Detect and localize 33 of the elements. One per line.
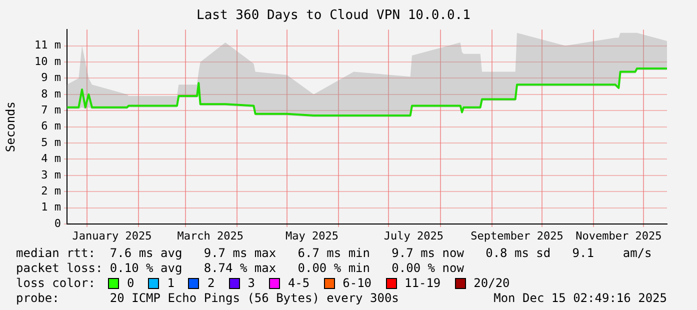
y-tick-label: 2 m bbox=[41, 184, 62, 198]
chart-title: Last 360 Days to Cloud VPN 10.0.0.1 bbox=[196, 8, 470, 24]
text: packet loss: 0.10 % avg 8.74 % max 0.00 % min 0.00 % now bbox=[15, 261, 465, 276]
y-tick-label: 10 m bbox=[34, 54, 62, 68]
x-tick-label: July 2025 bbox=[384, 229, 444, 242]
text: 0 bbox=[127, 276, 134, 291]
y-axis-title: Seconds bbox=[3, 102, 18, 152]
text: loss color: bbox=[16, 276, 96, 291]
y-tick-label: 5 m bbox=[41, 136, 62, 149]
text: 3 bbox=[248, 276, 255, 291]
y-tick-label: 9 m bbox=[41, 71, 62, 84]
text: 2 bbox=[207, 276, 215, 291]
text: 4-5 bbox=[288, 276, 310, 291]
x-tick-label: September 2025 bbox=[470, 229, 564, 242]
y-tick-label: 8 m bbox=[41, 87, 62, 100]
x-tick-label: March 2025 bbox=[177, 229, 244, 242]
text: 6-10 bbox=[342, 276, 372, 291]
x-tick-label: January 2025 bbox=[72, 229, 152, 242]
text: 20/20 bbox=[474, 276, 510, 291]
text: 1 bbox=[167, 276, 174, 291]
y-tick-label: 11 m bbox=[34, 38, 62, 52]
x-tick-label: May 2025 bbox=[286, 229, 338, 242]
y-tick-label: 3 m bbox=[41, 168, 62, 182]
text: probe: 20 ICMP Echo Pings (56 Bytes) every 300s bbox=[16, 291, 399, 306]
y-tick-label: 4 m bbox=[41, 152, 62, 166]
y-tick-label: 1 m bbox=[41, 200, 62, 214]
text: 11-19 bbox=[404, 276, 441, 291]
y-tick-label: 0 bbox=[54, 216, 61, 230]
y-tick-label: 7 m bbox=[41, 103, 62, 116]
x-tick-label: November 2025 bbox=[576, 229, 662, 242]
text: Mon Dec 15 02:49:16 2025 bbox=[494, 291, 667, 306]
text: median rtt: 7.6 ms avg 9.7 ms max 6.7 ms min 9.7 ms now 0.8 ms sd 9.1 am/s bbox=[15, 246, 653, 261]
y-tick-label: 6 m bbox=[41, 120, 62, 133]
